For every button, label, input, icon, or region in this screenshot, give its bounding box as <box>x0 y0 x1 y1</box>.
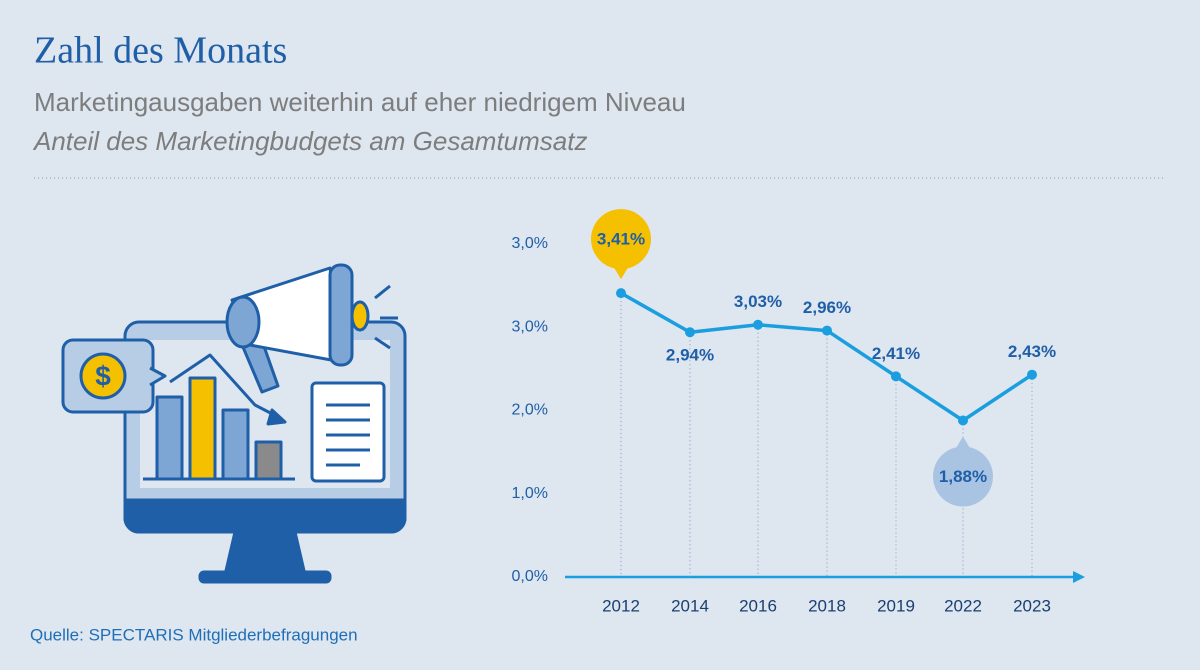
y-tick-label: 3,0% <box>512 318 548 335</box>
x-tick-label: 2012 <box>602 596 640 615</box>
value-label: 2,43% <box>1008 342 1056 361</box>
line-chart: 0,0% 1,0% 2,0% 3,0% 3,0% 2012 2014 2016 2018 2019… <box>512 209 1085 615</box>
caption: Anteil des Marketingbudgets am Gesamtums… <box>32 126 587 156</box>
point <box>1027 369 1037 380</box>
x-axis-arrow <box>1073 571 1085 583</box>
value-label: 3,03% <box>734 292 782 311</box>
x-tick-label: 2016 <box>739 596 777 615</box>
title: Zahl des Monats <box>34 30 287 72</box>
source: Quelle: SPECTARIS Mitgliederbefragungen <box>30 625 358 644</box>
x-tick-label: 2018 <box>808 596 846 615</box>
point <box>616 288 626 299</box>
point <box>958 415 968 426</box>
illustration: $ <box>61 263 407 584</box>
x-tick-label: 2023 <box>1013 596 1051 615</box>
point <box>822 325 832 336</box>
y-tick-label: 1,0% <box>512 485 548 502</box>
x-tick-label: 2022 <box>944 596 982 615</box>
point <box>753 319 763 330</box>
value-label: 3,41% <box>597 230 645 249</box>
value-label: 2,41% <box>872 344 920 363</box>
y-tick-label: 2,0% <box>512 402 548 419</box>
callout <box>591 209 651 270</box>
subtitle: Marketingausgaben weiterhin auf eher nie… <box>34 87 686 117</box>
point <box>891 371 901 382</box>
value-label: 1,88% <box>939 467 987 486</box>
value-label: 2,96% <box>803 298 851 317</box>
svg-text:$: $ <box>95 360 111 391</box>
y-tick-label: 0,0% <box>512 568 548 585</box>
y-tick-label: 3,0% <box>512 235 548 252</box>
value-label: 2,94% <box>666 346 714 365</box>
callout <box>933 446 993 507</box>
x-tick-label: 2019 <box>877 596 915 615</box>
x-tick-label: 2014 <box>671 596 709 615</box>
point <box>685 327 695 338</box>
